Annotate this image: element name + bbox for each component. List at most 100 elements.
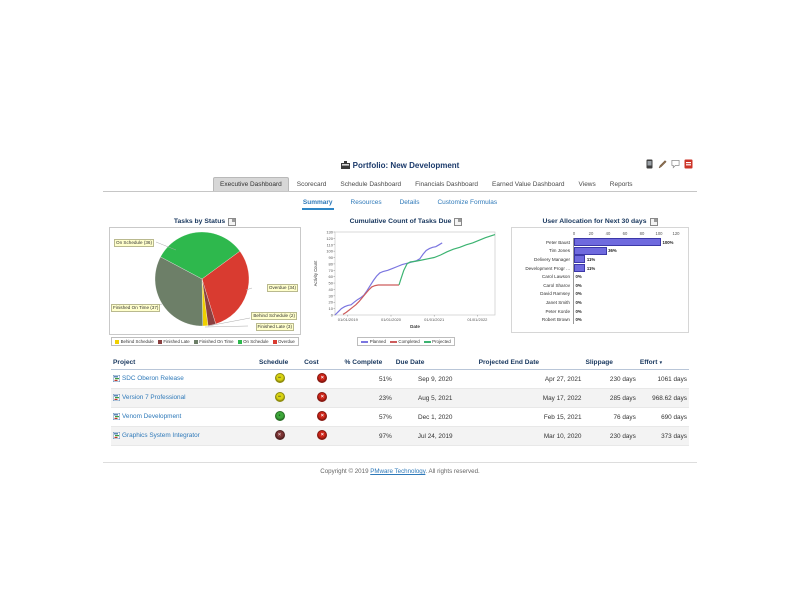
bar-chart-axis: 0 20 40 60 80 100 120: [572, 231, 682, 238]
tab-schedule-dashboard[interactable]: Schedule Dashboard: [340, 181, 402, 188]
bar-track: 0%: [573, 298, 684, 307]
subtab-customize-formulas[interactable]: Customize Formulas: [437, 199, 498, 206]
project-link-version-7-professional[interactable]: Version 7 Professional: [113, 393, 186, 401]
pie-chart-section: Tasks by Status On Schedule (36) Overdue…: [109, 216, 301, 346]
device-icon[interactable]: [645, 159, 654, 169]
line-legend-item-planned: Planned: [361, 339, 386, 344]
bar-row-janet-smith: Janet Smith 0%: [512, 298, 688, 307]
portfolio-briefcase-icon: [340, 161, 350, 169]
bar-row-carol-lawson: Carol Lawson 0%: [512, 272, 688, 281]
y-tick-label: 40: [329, 287, 334, 292]
projects-table-header: Project Schedule Cost% Complete Due Date Pro…: [111, 356, 689, 370]
bar-axis-tick: 40: [605, 231, 611, 236]
project-link-graphics-system-integrator[interactable]: Graphics System Integrator: [113, 431, 200, 439]
expand-chart-icon[interactable]: [228, 217, 237, 226]
column-header-projected-end-date[interactable]: Projected End Date: [476, 356, 584, 370]
column-header-effort[interactable]: Effort ▼: [637, 356, 689, 370]
column-header-slippage[interactable]: Slippage: [583, 356, 638, 370]
column-header-project[interactable]: Project: [111, 356, 257, 370]
footer-company-link[interactable]: PMware Technology: [370, 468, 426, 475]
cell-effort: 1061 days: [657, 375, 688, 383]
legend-label: Finished Late: [163, 339, 190, 344]
legend-label: On Schedule: [243, 339, 269, 344]
column-header-cost[interactable]: Cost: [302, 356, 343, 370]
bar-track: 0%: [573, 280, 684, 290]
bar-value-label: 0%: [575, 308, 582, 314]
y-tick-label: 110: [327, 242, 334, 247]
tab-views[interactable]: Views: [578, 181, 596, 188]
y-tick-label: 60: [329, 274, 334, 279]
header-action-icons: [645, 159, 693, 169]
legend-label: Finished On Time: [199, 339, 234, 344]
tab-scorecard[interactable]: Scorecard: [296, 181, 327, 188]
bar-axis-tick: 20: [588, 231, 594, 236]
cell-pct-complete: 57%: [379, 413, 392, 421]
pie-callout-line: [204, 325, 249, 328]
project-link-venom-development[interactable]: Venom Development: [113, 412, 181, 420]
charts-row: Tasks by Status On Schedule (36) Overdue…: [103, 216, 697, 346]
pie-chart-title: Tasks by Status: [109, 216, 301, 227]
bar-axis-tick: 100: [655, 231, 663, 236]
bar-value-label: 0%: [575, 282, 582, 288]
pie-callout-overdue: Overdue (34): [266, 284, 298, 292]
bar-track: 36%: [573, 246, 684, 256]
app-header: Portfolio: New Development: [103, 155, 697, 175]
project-gantt-icon: [113, 412, 120, 420]
tab-financials-dashboard[interactable]: Financials Dashboard: [415, 181, 479, 188]
table-row-venom-development: Venom Development 57% Dec 1, 2020 Feb 15, 2…: [111, 407, 689, 427]
line-chart-section: Cumulative Count of Tasks Due 0 10 20 30 40 5…: [311, 216, 501, 346]
projects-table: Project Schedule Cost% Complete Due Date Pro…: [111, 356, 689, 446]
cell-projected-end: Mar 10, 2020: [543, 432, 582, 440]
pie-slice-finished-on-time: [154, 256, 203, 327]
bar-axis-tick: 80: [639, 231, 645, 236]
column-header-schedule[interactable]: Schedule: [256, 356, 303, 370]
table-row-sdc-oberon-release: SDC Oberon Release 51% Sep 9, 2020 Apr 27, …: [111, 369, 689, 389]
expand-chart-icon[interactable]: [454, 217, 463, 226]
bar-chart-section: User Allocation for Next 30 days 0 20 40 60…: [511, 216, 689, 346]
bar-value-label: 11%: [586, 265, 596, 271]
x-tick-label: 01/01/2019: [338, 317, 359, 322]
tab-executive-dashboard[interactable]: Executive Dashboard: [213, 177, 289, 191]
sub-tabs: Summary Resources Details Customize Formula…: [103, 197, 697, 210]
bar-track: 11%: [573, 263, 684, 273]
bar-track: 0%: [573, 289, 684, 299]
bar-axis-tick: 0: [572, 231, 576, 236]
column-header-due-date[interactable]: Due Date: [393, 356, 477, 370]
column-header-complete[interactable]: % Complete: [342, 356, 394, 370]
line-chart-title-text: Cumulative Count of Tasks Due: [349, 218, 452, 225]
cell-due-date: Aug 5, 2021: [417, 394, 453, 402]
y-tick-label: 20: [329, 300, 334, 305]
schedule-status-icon-yellow-dash: [274, 392, 285, 402]
tab-earned-value-dashboard[interactable]: Earned Value Dashboard: [492, 181, 565, 188]
cell-due-date: Sep 9, 2020: [417, 375, 453, 383]
bar-category-label: Carol Sharov: [543, 282, 570, 288]
comment-bubble-icon[interactable]: [671, 159, 680, 169]
expand-chart-icon[interactable]: [649, 217, 658, 226]
pie-callout-finished-on-time: Finished On Time (37): [111, 304, 161, 312]
tab-reports[interactable]: Reports: [609, 181, 633, 188]
table-row-version-7-professional: Version 7 Professional 23% Aug 5, 2021 May …: [111, 388, 689, 408]
x-axis-label: Date: [410, 324, 420, 329]
legend-label: Overdue: [278, 339, 295, 344]
subtab-summary[interactable]: Summary: [301, 197, 334, 210]
edit-pencil-icon[interactable]: [658, 159, 667, 169]
y-tick-label: 30: [329, 293, 334, 298]
bar-chart-title: User Allocation for Next 30 days: [511, 216, 689, 227]
sort-arrow-icon: ▼: [657, 360, 664, 365]
pdf-icon[interactable]: [684, 159, 693, 169]
y-tick-label: 130: [326, 230, 333, 235]
cost-status-icon-red-x: [317, 411, 328, 421]
bar-fill: [574, 238, 661, 247]
bar-category-label: Carol Lawson: [541, 274, 570, 280]
bar-category-label: David Ramsey: [540, 291, 570, 297]
project-name: Version 7 Professional: [122, 393, 186, 401]
bar-value-label: 36%: [608, 248, 617, 254]
bar-value-label: 11%: [586, 256, 596, 262]
bar-fill: [574, 246, 607, 255]
subtab-resources[interactable]: Resources: [350, 199, 382, 206]
pie-callout-line: [207, 317, 251, 327]
project-link-sdc-oberon-release[interactable]: SDC Oberon Release: [113, 374, 184, 382]
subtab-details[interactable]: Details: [399, 199, 420, 206]
cost-status-icon-red-x: [317, 373, 328, 383]
table-row-graphics-system-integrator: Graphics System Integrator 97% Jul 24, 201…: [111, 426, 689, 446]
